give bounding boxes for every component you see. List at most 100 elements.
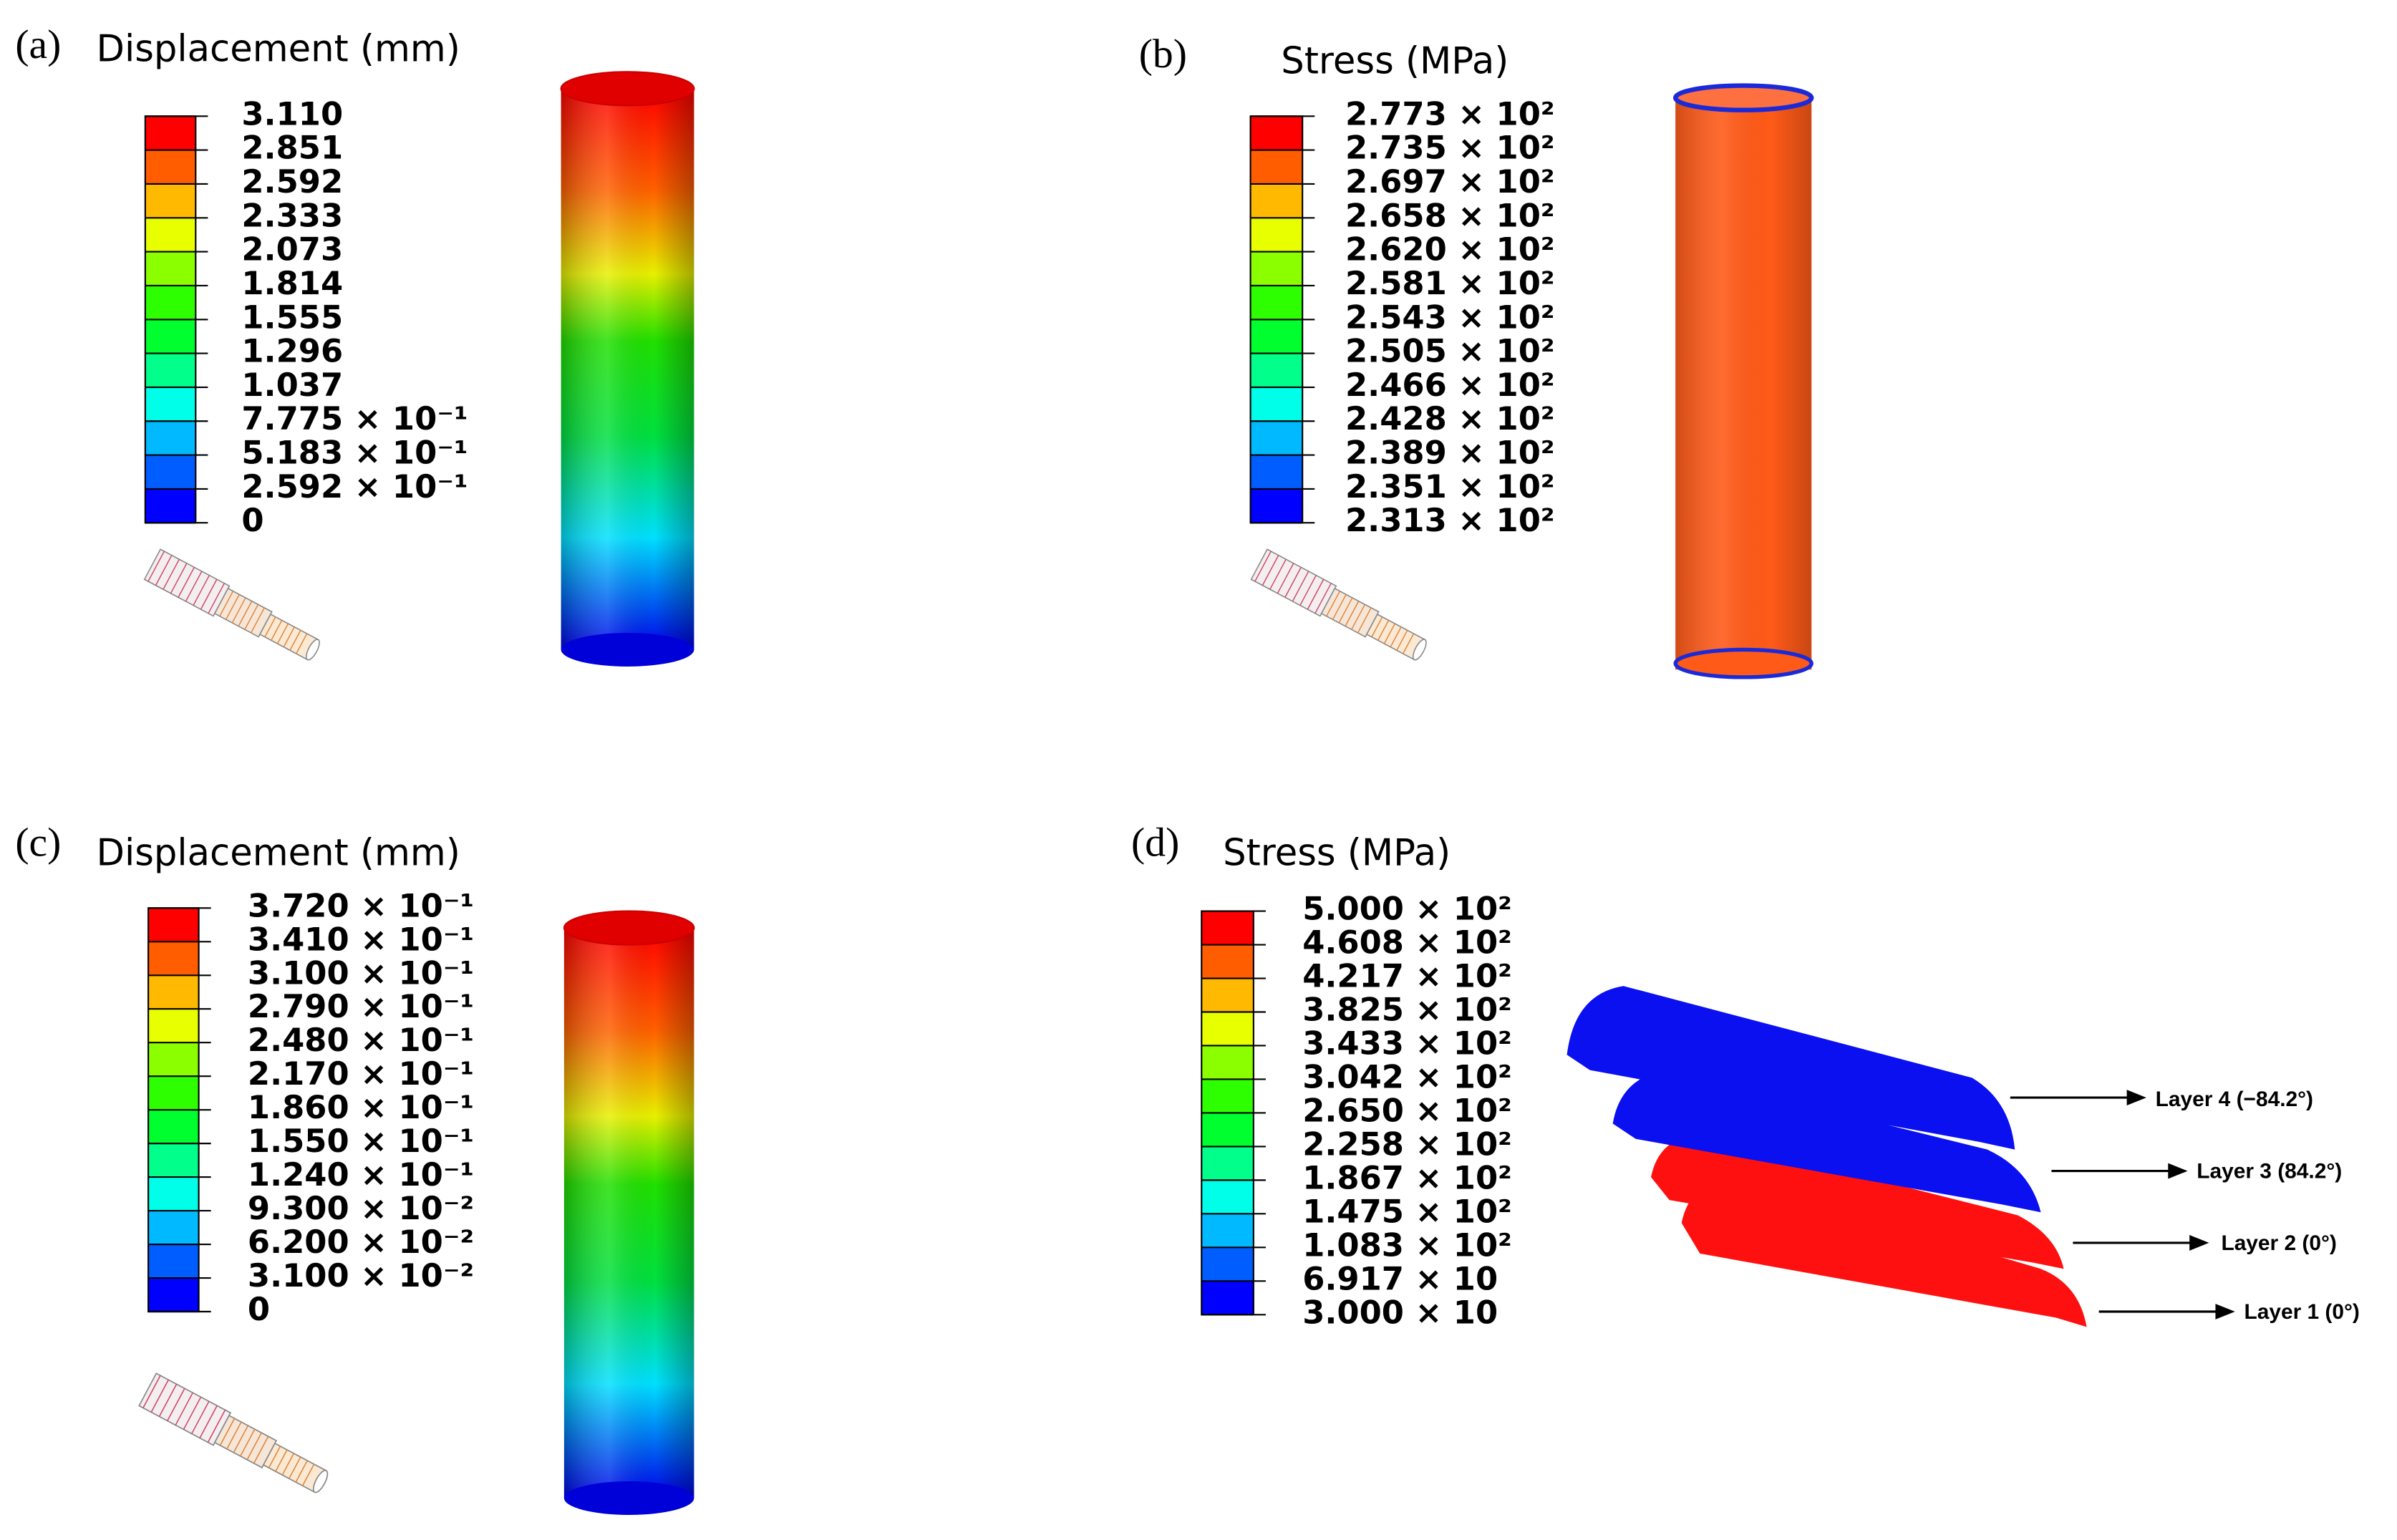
color-band [1201, 944, 1254, 979]
color-band [148, 1278, 199, 1313]
legend-label: 1.296 [241, 332, 343, 370]
layer-label: Layer 4 (−84.2°) [2156, 1088, 2313, 1111]
color-band [1201, 1113, 1254, 1148]
legend-label: 3.110 [241, 95, 343, 132]
layer-label: Layer 3 (84.2°) [2197, 1160, 2342, 1183]
color-band [1201, 1214, 1254, 1249]
legend-label: 2.480 × 10⁻¹ [248, 1021, 474, 1059]
color-band [148, 1143, 199, 1178]
color-band [1250, 319, 1303, 354]
color-band [1250, 251, 1303, 286]
color-band [148, 1244, 199, 1279]
legend-label: 6.917 × 10 [1302, 1259, 1498, 1297]
color-band [1201, 978, 1254, 1013]
panel-tag: (b) [1139, 32, 1187, 77]
color-band [1201, 1045, 1254, 1080]
color-band [145, 387, 196, 422]
legend-label: 2.697 × 10² [1345, 163, 1555, 200]
legend-label: 3.100 × 10⁻¹ [248, 954, 474, 992]
legend-label: 2.620 × 10² [1345, 231, 1555, 268]
legend-label: 1.550 × 10⁻¹ [248, 1122, 474, 1160]
legend-label: 2.543 × 10² [1345, 298, 1555, 336]
legend-label: 7.775 × 10⁻¹ [241, 399, 468, 437]
color-band [145, 421, 196, 456]
legend-label: 3.100 × 10⁻² [248, 1256, 474, 1294]
legend-label: 2.073 [241, 231, 343, 268]
cable-icon [1250, 548, 1433, 668]
panel-tag: (c) [15, 820, 61, 866]
legend-label: 2.581 × 10² [1345, 264, 1555, 302]
color-band [145, 319, 196, 354]
color-band [1250, 218, 1303, 253]
cylinder-c [563, 910, 695, 1515]
panel-tag: (d) [1131, 820, 1179, 866]
legend-label: 2.735 × 10² [1345, 129, 1555, 167]
legend-label: 3.042 × 10² [1302, 1057, 1512, 1095]
legend-label: 1.555 [241, 298, 343, 336]
legend-title: Stress (MPa) [1281, 39, 1509, 82]
color-band [1201, 1247, 1254, 1282]
legend-label: 2.389 × 10² [1345, 434, 1555, 472]
cable-icon [137, 1372, 334, 1501]
legend-label: 0 [248, 1290, 270, 1328]
legend-label: 2.658 × 10² [1345, 196, 1555, 234]
legend-label: 1.037 [241, 366, 343, 404]
color-band [1201, 1146, 1254, 1181]
color-band [145, 183, 196, 219]
legend-label: 2.650 × 10² [1302, 1091, 1512, 1129]
legend-label: 5.183 × 10⁻¹ [241, 434, 468, 472]
legend-label: 4.608 × 10² [1302, 924, 1512, 962]
legend-label: 3.720 × 10⁻¹ [248, 886, 474, 924]
legend-label: 4.217 × 10² [1302, 957, 1512, 995]
layer-arrows [2010, 1090, 2235, 1319]
color-band [1201, 1079, 1254, 1114]
legend-label: 2.505 × 10² [1345, 332, 1555, 370]
color-band [1250, 455, 1303, 490]
legend-label: 2.851 [241, 129, 343, 167]
color-band [1250, 285, 1303, 321]
legend-label: 2.773 × 10² [1345, 95, 1555, 132]
legend-label: 2.170 × 10⁻¹ [248, 1055, 474, 1093]
panel-tag: (a) [15, 22, 61, 67]
legend-label: 2.333 [241, 196, 343, 234]
legend-label: 5.000 × 10² [1302, 890, 1512, 928]
color-band [1250, 353, 1303, 388]
legend-title: Displacement (mm) [97, 27, 460, 70]
color-band [1201, 1180, 1254, 1215]
color-band [148, 1009, 199, 1044]
color-band [1250, 183, 1303, 219]
legend-label: 3.000 × 10 [1302, 1293, 1498, 1331]
color-band [145, 455, 196, 490]
color-band [1250, 387, 1303, 422]
legend-label: 2.592 [241, 163, 343, 200]
legend-label: 1.240 × 10⁻¹ [248, 1156, 474, 1193]
color-band [1250, 150, 1303, 185]
legend-label: 2.592 × 10⁻¹ [241, 468, 468, 505]
legend-label: 0 [241, 501, 263, 539]
color-band [1250, 421, 1303, 456]
color-band [148, 1076, 199, 1111]
color-band [148, 975, 199, 1010]
legend-label: 3.433 × 10² [1302, 1024, 1512, 1062]
cylinder-a [560, 71, 695, 667]
color-band [148, 1110, 199, 1145]
legend-title: Stress (MPa) [1223, 832, 1451, 875]
color-band [1201, 911, 1254, 946]
layer-label: Layer 1 (0°) [2244, 1300, 2359, 1324]
legend-label: 6.200 × 10⁻² [248, 1223, 474, 1261]
legend-label: 2.313 × 10² [1345, 501, 1555, 539]
color-band [1250, 488, 1303, 524]
color-band [145, 353, 196, 388]
color-band [148, 908, 199, 943]
cable-icon [143, 548, 326, 668]
legend-label: 2.790 × 10⁻¹ [248, 987, 474, 1025]
color-band [145, 488, 196, 524]
legend-label: 2.351 × 10² [1345, 468, 1555, 505]
color-band [148, 941, 199, 977]
legend-label: 1.814 [241, 264, 343, 302]
legend-label: 1.475 × 10² [1302, 1192, 1512, 1230]
color-band [145, 251, 196, 286]
color-band [1250, 116, 1303, 151]
